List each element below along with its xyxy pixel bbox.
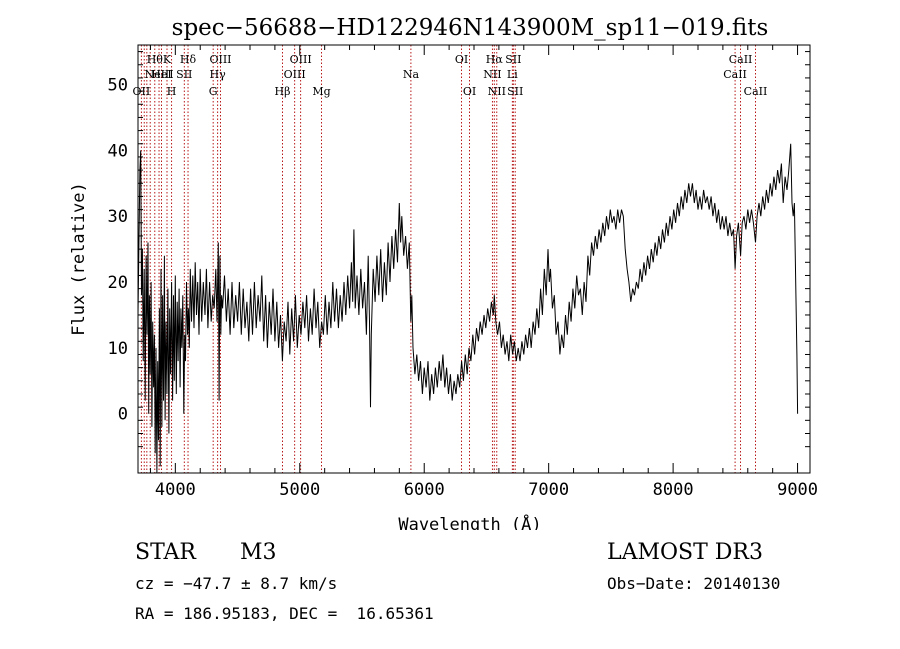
line-label: HeI xyxy=(151,68,171,81)
line-labels: OIIHθNeIIIHeIKHSIIHδGHγOIIIHβOIIIOIIIMgN… xyxy=(133,53,768,98)
y-tick-label: 30 xyxy=(108,207,128,227)
axis-ticks: 4000 5000 6000 7000 8000 9000 0 10 20 30 40 50 xyxy=(108,45,818,500)
line-label: Na xyxy=(403,68,420,81)
line-label: NII xyxy=(483,68,501,81)
coordinates-readout: RA = 186.95183, DEC = 16.65361 xyxy=(135,604,434,623)
line-label: OIII xyxy=(284,68,306,81)
line-label: SII xyxy=(505,53,521,66)
x-tick-label: 7000 xyxy=(528,480,569,500)
line-label: CaII xyxy=(723,68,747,81)
y-tick-label: 20 xyxy=(108,273,128,293)
line-label: Hγ xyxy=(210,68,227,81)
x-tick-label: 5000 xyxy=(279,480,320,500)
y-tick-label: 10 xyxy=(108,339,128,359)
y-axis-label: Flux (relative) xyxy=(69,182,89,336)
line-label: Hδ xyxy=(180,53,197,66)
survey-name: LAMOST DR3 xyxy=(607,540,763,565)
line-label: OI xyxy=(463,85,476,98)
spectrum-plot: spec−56688−HD122946N143900M_sp11−019.fit… xyxy=(69,15,818,530)
line-label: Hα xyxy=(486,53,504,66)
y-tick-label: 40 xyxy=(108,141,128,161)
line-label: OIII xyxy=(290,53,312,66)
x-tick-label: 8000 xyxy=(653,480,694,500)
x-tick-label: 4000 xyxy=(155,480,196,500)
line-label: Hθ xyxy=(147,53,164,66)
x-tick-label: 6000 xyxy=(404,480,445,500)
line-label: NeIII xyxy=(144,68,173,81)
line-label: SII xyxy=(507,85,523,98)
chart-title: spec−56688−HD122946N143900M_sp11−019.fit… xyxy=(172,15,769,41)
object-type: STAR xyxy=(135,540,196,565)
line-label: H xyxy=(167,85,177,98)
x-axis-label: Wavelength (Å) xyxy=(398,513,541,530)
line-label: Mg xyxy=(312,85,330,98)
plot-frame xyxy=(137,44,811,474)
x-tick-label: 9000 xyxy=(777,480,818,500)
line-label: CaII xyxy=(744,85,768,98)
redshift-readout: cz = −47.7 ± 8.7 km/s xyxy=(135,574,338,593)
y-tick-label: 0 xyxy=(118,405,128,425)
line-label: G xyxy=(209,85,218,98)
spectral-subclass: M3 xyxy=(240,540,277,565)
line-label: SII xyxy=(176,68,192,81)
line-markers xyxy=(140,45,756,473)
line-label: CaII xyxy=(729,53,753,66)
line-label: OI xyxy=(455,53,468,66)
line-label: Hβ xyxy=(275,85,291,98)
line-label: NII xyxy=(488,85,506,98)
line-label: OIII xyxy=(209,53,231,66)
line-label: K xyxy=(163,53,172,66)
observation-date: Obs−Date: 20140130 xyxy=(607,574,781,593)
line-label: Li xyxy=(507,68,518,81)
y-tick-label: 50 xyxy=(108,76,128,96)
spectrum-line xyxy=(137,143,799,474)
